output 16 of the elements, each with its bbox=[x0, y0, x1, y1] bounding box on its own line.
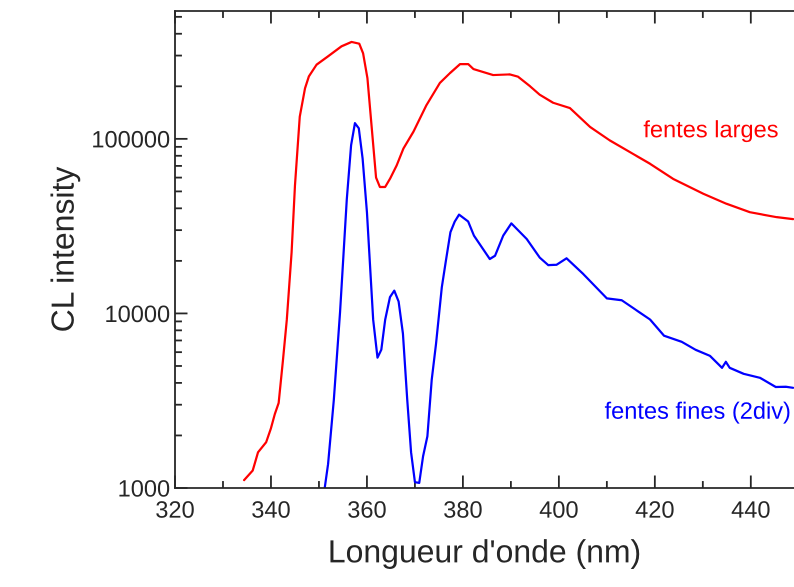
x-tick-label: 420 bbox=[636, 501, 674, 518]
series-label: fentes fines (2div) bbox=[604, 402, 790, 424]
y-axis-title: CL intensity bbox=[50, 166, 80, 331]
x-tick-label: 380 bbox=[444, 501, 482, 518]
line-series bbox=[242, 40, 794, 482]
series-label: fentes larges bbox=[644, 120, 778, 142]
x-tick-label: 440 bbox=[732, 501, 770, 518]
x-tick-label: 320 bbox=[156, 501, 194, 518]
y-tick-label: 10000 bbox=[106, 305, 170, 322]
x-tick-label: 400 bbox=[540, 501, 578, 518]
x-tick-label: 340 bbox=[252, 501, 290, 518]
y-tick-label: 1000 bbox=[119, 480, 170, 497]
line-series bbox=[324, 122, 794, 488]
x-tick-label: 360 bbox=[348, 501, 386, 518]
x-axis-title: Longueur d'onde (nm) bbox=[330, 539, 640, 569]
y-tick-label: 100000 bbox=[93, 130, 170, 148]
